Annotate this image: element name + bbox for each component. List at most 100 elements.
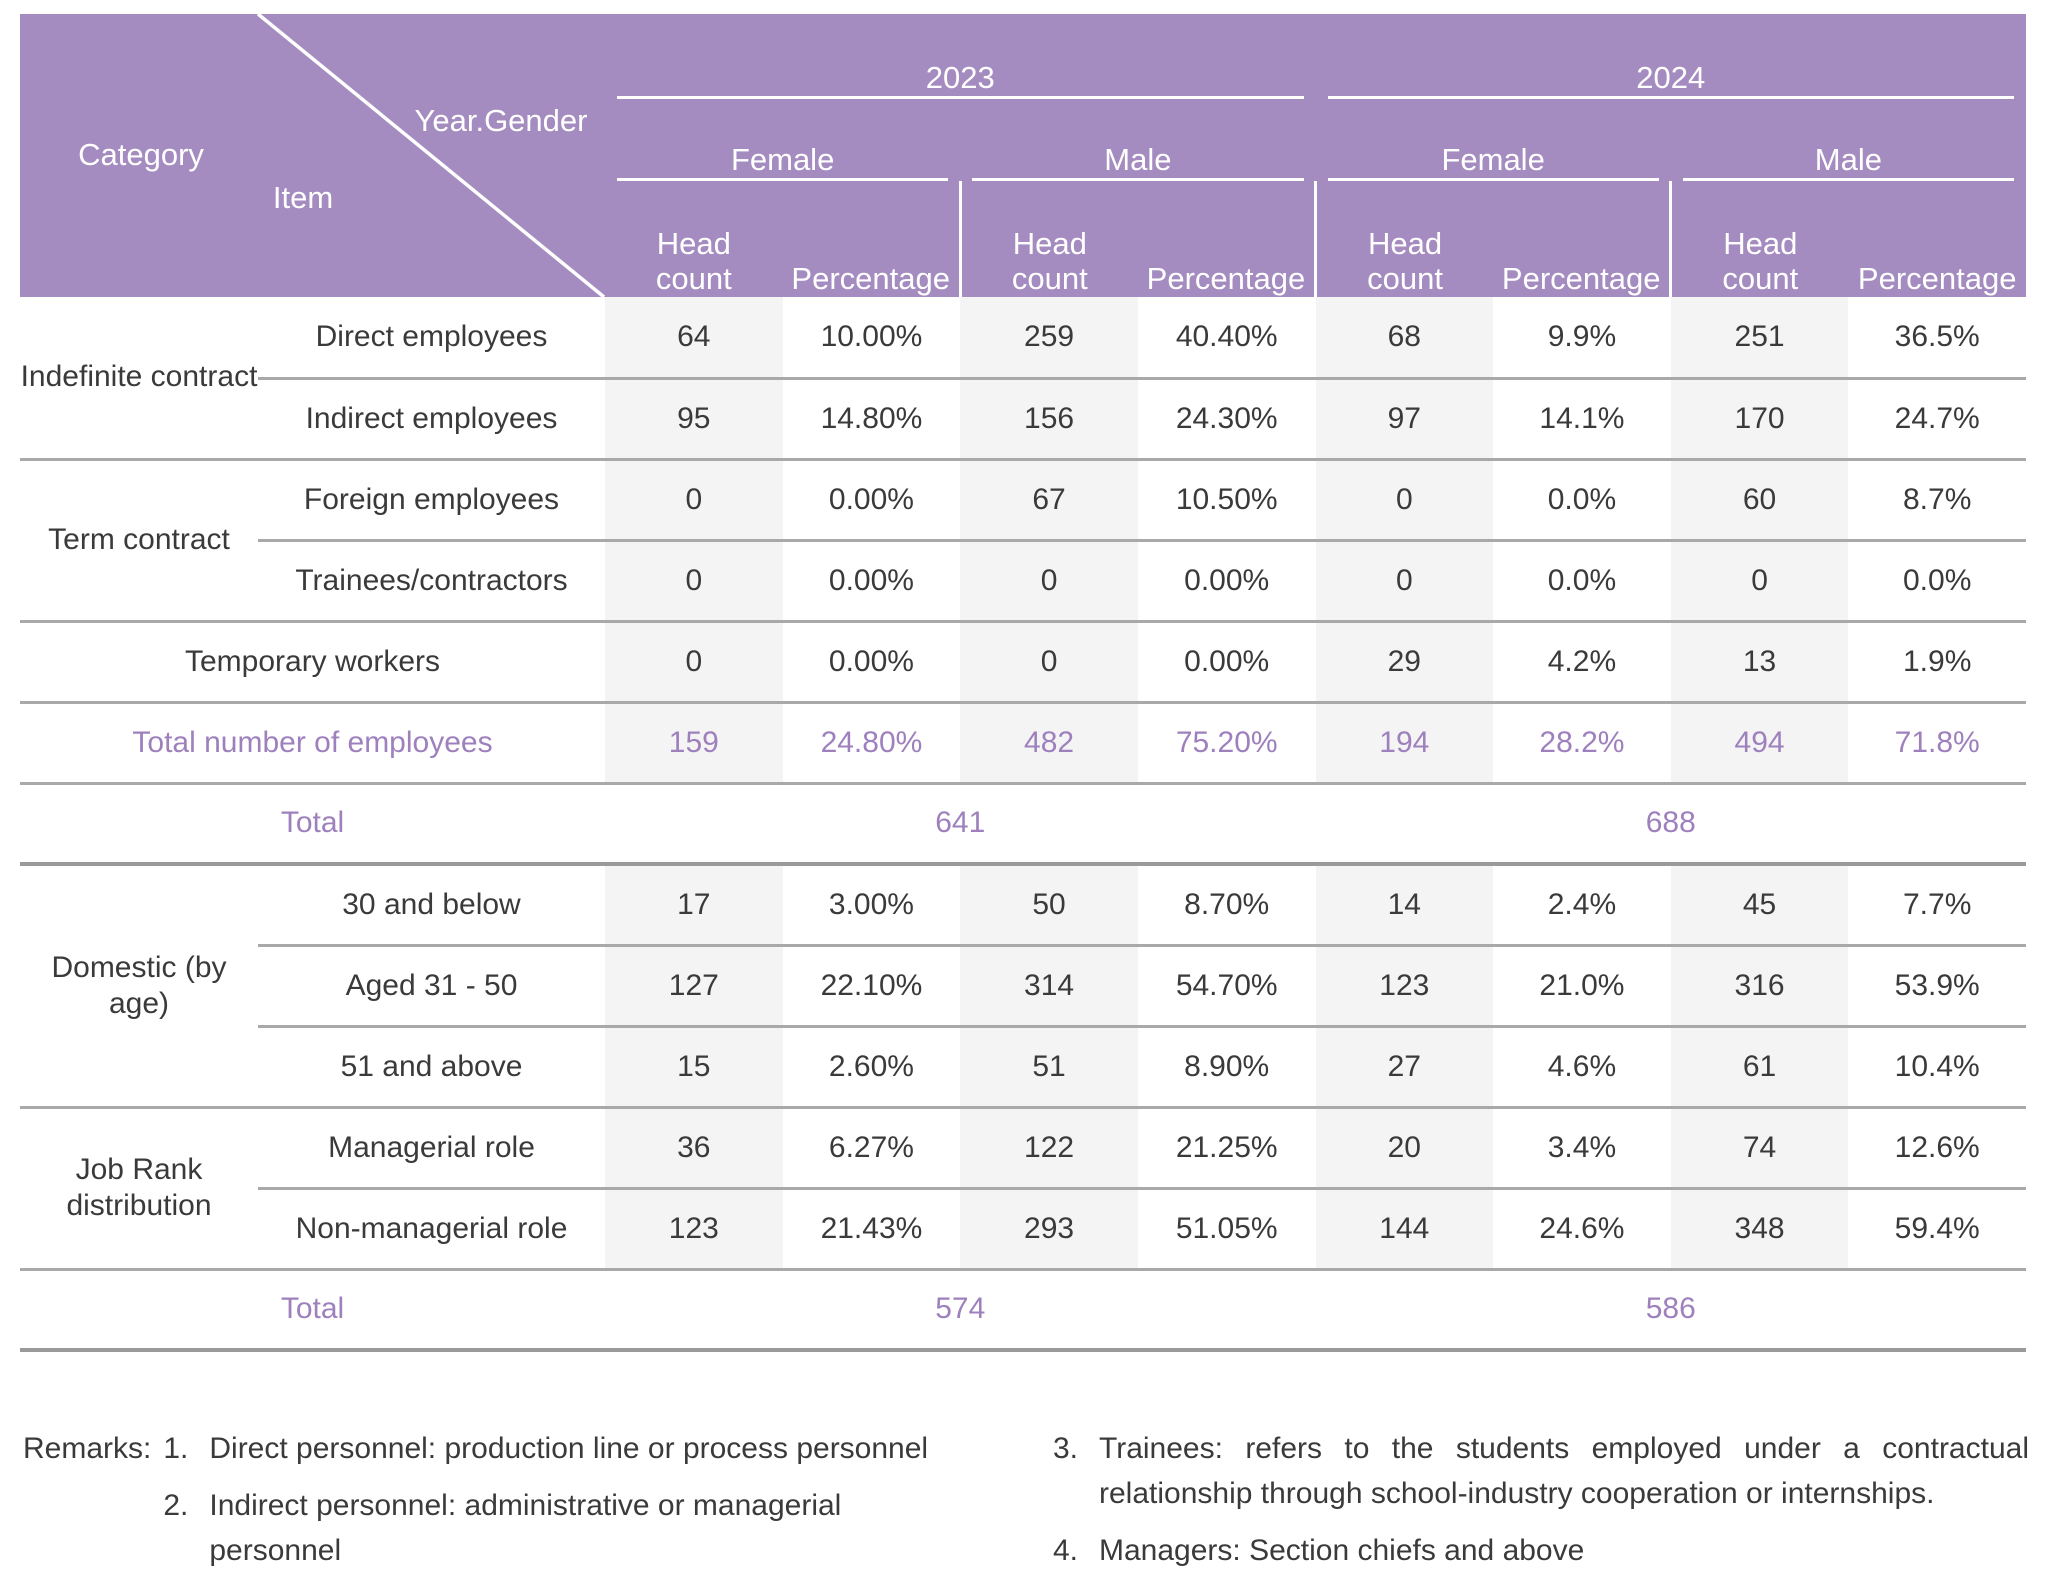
- value-cell: 251: [1670, 297, 1849, 380]
- value-cell: 293: [960, 1188, 1138, 1271]
- remarks-section: Remarks: 1. Direct personnel: production…: [23, 1426, 2036, 1585]
- table-row: Temporary workers 0 0.00% 0 0.00% 29 4.2…: [20, 621, 2026, 704]
- value-cell: 8.90%: [1137, 1026, 1316, 1109]
- gender-header-2023-female: Female: [605, 99, 961, 181]
- value-cell: 68: [1315, 297, 1494, 380]
- table-row: Indefinite contract Direct employees 64 …: [20, 297, 2026, 461]
- value-cell: 3.00%: [782, 864, 961, 947]
- year-header-2023: 2023: [605, 14, 1316, 99]
- value-cell: 7.7%: [1848, 864, 2026, 947]
- value-cell: 14.80%: [782, 378, 961, 461]
- metric-header-percentage: Percentage: [1848, 181, 2026, 297]
- value-cell: 10.50%: [1137, 459, 1316, 542]
- metric-header-headcount: Head count: [605, 181, 783, 297]
- value-cell: 482: [960, 702, 1138, 785]
- metric-header-percentage: Percentage: [782, 181, 961, 297]
- value-cell: 194: [1315, 702, 1494, 785]
- category-axis-label: Category: [78, 137, 204, 172]
- item-cell: Total: [20, 783, 605, 866]
- value-cell: 13: [1670, 621, 1849, 704]
- remark-number: 4.: [1053, 1534, 1079, 1567]
- category-cell: Indefinite contract: [20, 297, 258, 461]
- value-cell: 494: [1670, 702, 1849, 785]
- value-cell: 0: [1315, 540, 1494, 623]
- table-row: Job Rank distribution Managerial role 36…: [20, 1107, 2026, 1271]
- metric-header-headcount: Head count: [1669, 181, 1849, 297]
- value-cell: 259: [960, 297, 1138, 380]
- value-cell: 0: [1670, 540, 1849, 623]
- value-cell: 45: [1670, 864, 1849, 947]
- table-row: Domestic (by age) 30 and below 17 3.00% …: [20, 864, 2026, 1109]
- item-cell: 30 and below: [258, 864, 605, 947]
- value-cell: 0.00%: [782, 459, 961, 542]
- item-cell: Indirect employees: [258, 378, 605, 461]
- remark-item: 4. Managers: Section chiefs and above: [1053, 1528, 2029, 1573]
- value-cell: 64: [605, 297, 783, 380]
- value-cell: 95: [605, 378, 783, 461]
- value-cell: 8.70%: [1137, 864, 1316, 947]
- value-cell: 688: [1315, 783, 2026, 866]
- category-cell: Term contract: [20, 459, 258, 623]
- value-cell: 71.8%: [1848, 702, 2026, 785]
- value-cell: 0.00%: [782, 540, 961, 623]
- value-cell: 586: [1315, 1269, 2026, 1352]
- value-cell: 97: [1315, 378, 1494, 461]
- remarks-right-column: 3. Trainees: refers to the students empl…: [1053, 1426, 2029, 1585]
- value-cell: 2.4%: [1493, 864, 1671, 947]
- employee-statistics-table: Category Item Year.Gender 2023 2024 Fema…: [20, 14, 2026, 1352]
- table-row: Trainees/contractors 0 0.00% 0 0.00% 0 0…: [20, 540, 2026, 623]
- value-cell: 21.43%: [782, 1188, 961, 1271]
- value-cell: 24.80%: [782, 702, 961, 785]
- metric-header-headcount: Head count: [958, 181, 1138, 297]
- value-cell: 53.9%: [1848, 945, 2026, 1028]
- value-cell: 1.9%: [1848, 621, 2026, 704]
- gender-header-2023-male: Male: [960, 99, 1316, 181]
- metric-header-percentage: Percentage: [1137, 181, 1316, 297]
- value-cell: 123: [605, 1188, 783, 1271]
- category-cell: Domestic (by age): [20, 864, 258, 1109]
- value-cell: 0.0%: [1493, 459, 1671, 542]
- item-cell: Trainees/contractors: [258, 540, 605, 623]
- item-cell: Foreign employees: [258, 459, 605, 542]
- value-cell: 0.00%: [1137, 540, 1316, 623]
- item-cell: Aged 31 - 50: [258, 945, 605, 1028]
- item-axis-label: Item: [272, 180, 334, 215]
- value-cell: 54.70%: [1137, 945, 1316, 1028]
- value-cell: 50: [960, 864, 1138, 947]
- value-cell: 0: [605, 621, 783, 704]
- value-cell: 36: [605, 1107, 783, 1190]
- value-cell: 27: [1315, 1026, 1494, 1109]
- value-cell: 12.6%: [1848, 1107, 2026, 1190]
- value-cell: 74: [1670, 1107, 1849, 1190]
- value-cell: 40.40%: [1137, 297, 1316, 380]
- diagonal-header-cell: Category Item Year.Gender: [20, 14, 605, 297]
- remarks-left-column: Remarks: 1. Direct personnel: production…: [23, 1426, 1035, 1585]
- value-cell: 6.27%: [782, 1107, 961, 1190]
- value-cell: 10.00%: [782, 297, 961, 380]
- remarks-label: Remarks:: [23, 1432, 152, 1465]
- item-cell: Direct employees: [258, 297, 605, 380]
- value-cell: 314: [960, 945, 1138, 1028]
- value-cell: 4.6%: [1493, 1026, 1671, 1109]
- value-cell: 21.0%: [1493, 945, 1671, 1028]
- value-cell: 20: [1315, 1107, 1494, 1190]
- item-cell: Temporary workers: [20, 621, 605, 704]
- value-cell: 0.0%: [1848, 540, 2026, 623]
- item-cell: 51 and above: [258, 1026, 605, 1109]
- value-cell: 0: [960, 540, 1138, 623]
- value-cell: 51: [960, 1026, 1138, 1109]
- value-cell: 22.10%: [782, 945, 961, 1028]
- metric-header-percentage: Percentage: [1493, 181, 1671, 297]
- metric-header-headcount: Head count: [1314, 181, 1494, 297]
- grand-total-row: Total 574 586: [20, 1269, 2026, 1352]
- value-cell: 51.05%: [1137, 1188, 1316, 1271]
- value-cell: 0: [960, 621, 1138, 704]
- value-cell: 0: [605, 459, 783, 542]
- item-cell: Total number of employees: [20, 702, 605, 785]
- remark-number: 2.: [163, 1489, 189, 1522]
- value-cell: 21.25%: [1137, 1107, 1316, 1190]
- value-cell: 0.00%: [1137, 621, 1316, 704]
- remark-number: 1.: [163, 1432, 189, 1465]
- value-cell: 156: [960, 378, 1138, 461]
- item-cell: Total: [20, 1269, 605, 1352]
